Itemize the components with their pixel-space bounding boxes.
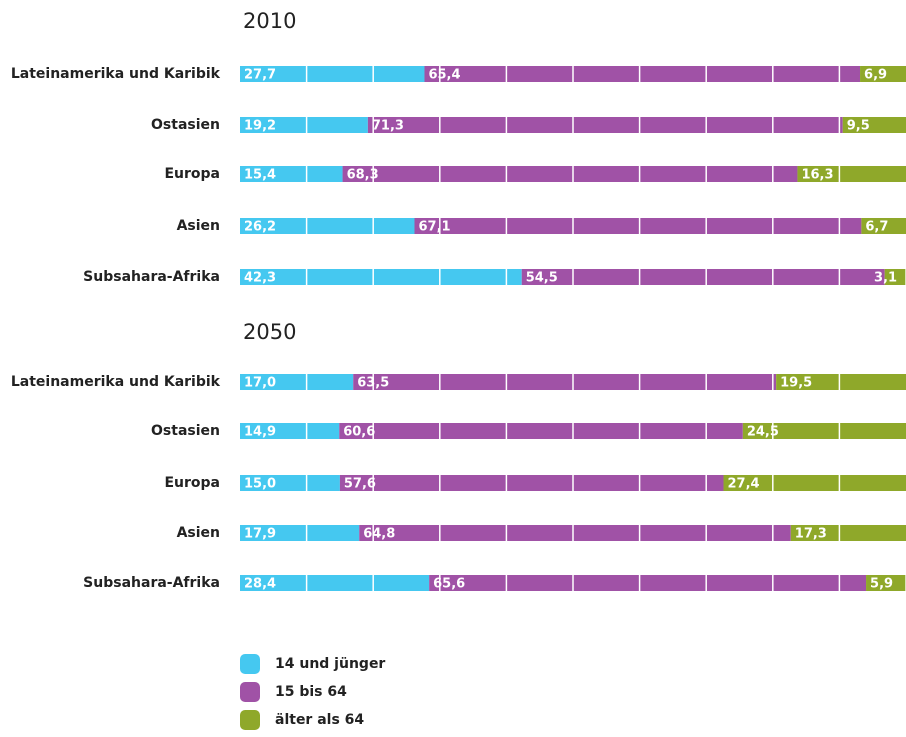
value-label: 63,5 — [357, 376, 389, 391]
value-label: 14,9 — [244, 425, 276, 440]
value-label: 17,9 — [244, 527, 276, 542]
bar-segment — [240, 66, 425, 82]
bar-segment — [339, 423, 743, 439]
legend-label: älter als 64 — [275, 712, 364, 728]
chart-title: 2050 — [243, 320, 296, 344]
bar-segment — [414, 218, 862, 234]
value-label: 27,7 — [244, 68, 276, 83]
value-label: 28,4 — [244, 577, 276, 592]
bar-segment — [776, 374, 906, 390]
legend-label: 14 und jünger — [275, 656, 385, 672]
bar-segment — [240, 423, 340, 439]
value-label: 6,9 — [864, 68, 887, 83]
bar-segment — [860, 66, 906, 82]
bar-segment — [866, 575, 906, 591]
bar-segment — [240, 117, 368, 133]
bar-segment — [367, 117, 843, 133]
bar-segment — [861, 218, 906, 234]
category-label: Asien — [177, 525, 220, 541]
value-label: 24,5 — [747, 425, 779, 440]
category-label: Asien — [177, 218, 220, 234]
bar-segment — [842, 117, 906, 133]
value-label: 60,6 — [343, 425, 375, 440]
value-label: 26,2 — [244, 220, 276, 235]
bar-segment — [359, 525, 791, 541]
bar-segment — [424, 66, 861, 82]
category-label: Europa — [164, 166, 220, 182]
value-label: 19,5 — [780, 376, 812, 391]
legend-label: 15 bis 64 — [275, 684, 347, 700]
bar-segment — [723, 475, 906, 491]
bar-segment — [521, 269, 885, 285]
category-label: Lateinamerika und Karibik — [11, 66, 221, 82]
bar-segment — [790, 525, 906, 541]
value-label: 65,6 — [433, 577, 465, 592]
chart-title: 2010 — [243, 9, 296, 33]
bar-segment — [240, 218, 415, 234]
category-label: Lateinamerika und Karibik — [11, 374, 221, 390]
value-label: 19,2 — [244, 119, 276, 134]
bar-segment — [429, 575, 867, 591]
value-label: 57,6 — [344, 477, 376, 492]
bar-segment — [240, 374, 354, 390]
value-label: 5,9 — [870, 577, 893, 592]
bar-segment — [240, 525, 360, 541]
category-label: Europa — [164, 475, 220, 491]
bar-segment — [240, 475, 340, 491]
value-label: 64,8 — [363, 527, 395, 542]
value-label: 42,3 — [244, 271, 276, 286]
value-label: 68,3 — [347, 168, 379, 183]
value-label: 54,5 — [526, 271, 558, 286]
bar-segment — [342, 166, 798, 182]
legend-swatch — [240, 654, 260, 674]
bar-segment — [240, 166, 343, 182]
bar-segment — [353, 374, 777, 390]
value-label: 15,0 — [244, 477, 276, 492]
value-label: 17,3 — [795, 527, 827, 542]
category-label: Subsahara-Afrika — [83, 575, 220, 591]
value-label: 71,3 — [372, 119, 404, 134]
value-label: 17,0 — [244, 376, 276, 391]
bar-segment — [742, 423, 906, 439]
category-label: Subsahara-Afrika — [83, 269, 220, 285]
category-label: Ostasien — [151, 423, 220, 439]
value-label: 6,7 — [865, 220, 888, 235]
value-label: 9,5 — [847, 119, 870, 134]
bar-segment — [240, 269, 522, 285]
value-label: 16,3 — [801, 168, 833, 183]
category-label: Ostasien — [151, 117, 220, 133]
value-label: 65,4 — [428, 68, 460, 83]
value-label: 67,1 — [418, 220, 450, 235]
legend-swatch — [240, 682, 260, 702]
value-label: 3,1 — [874, 271, 897, 286]
bar-segment — [240, 575, 430, 591]
bar-segment — [797, 166, 906, 182]
value-label: 15,4 — [244, 168, 276, 183]
value-label: 27,4 — [728, 477, 760, 492]
legend-swatch — [240, 710, 260, 730]
bar-segment — [339, 475, 724, 491]
bar-segment — [884, 269, 906, 285]
